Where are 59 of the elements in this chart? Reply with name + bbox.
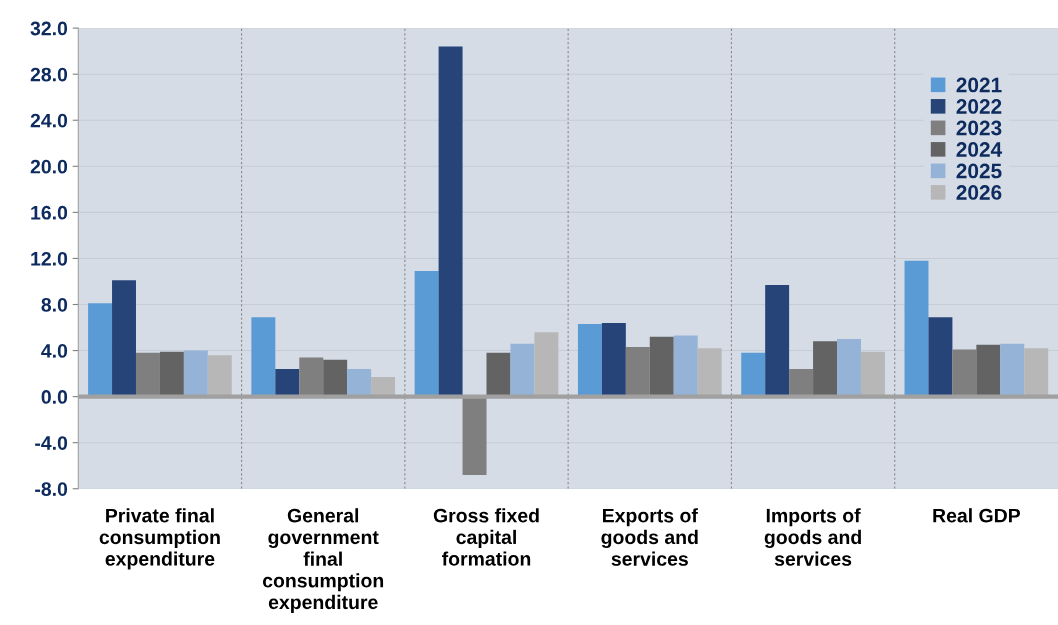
bar (625, 347, 650, 397)
legend-label: 2025 (956, 163, 1002, 179)
y-tick-label: 32.0 (30, 21, 68, 36)
bar (976, 344, 1001, 397)
x-tick-label: Private final consumption expenditure (99, 508, 220, 570)
bar (88, 303, 113, 397)
x-tick-label: General government final consumption expenditure (262, 508, 384, 613)
bar (813, 341, 838, 397)
legend-label: 2026 (956, 185, 1002, 200)
bar (299, 357, 324, 397)
bar (673, 335, 698, 397)
legend-label: 2024 (956, 142, 1003, 157)
bar (347, 368, 372, 397)
x-tick-label: Real GDP (933, 508, 1020, 523)
bar (183, 350, 208, 397)
y-tick-label: 28.0 (30, 67, 68, 82)
bar (789, 368, 814, 397)
bar (486, 352, 511, 397)
legend-label: 2022 (956, 99, 1002, 114)
y-tick-label: 20.0 (30, 159, 68, 174)
y-tick-label: 0.0 (41, 390, 68, 404)
bar (741, 352, 766, 397)
bar (928, 317, 953, 397)
bar (837, 339, 861, 397)
y-tick-label: 12.0 (31, 251, 68, 266)
y-tick-label: 4.0 (41, 344, 68, 358)
bar (534, 332, 559, 397)
x-tick-label: Imports of goods and services (764, 508, 861, 566)
bar (323, 359, 348, 397)
bar (510, 343, 535, 397)
bar (697, 348, 722, 397)
bar (462, 396, 487, 475)
y-tick-label: -8.0 (35, 482, 68, 496)
bar (275, 368, 300, 397)
x-tick-label: Exports of goods and services (601, 508, 698, 566)
y-tick-label: 8.0 (41, 297, 68, 312)
bar (860, 351, 885, 397)
bar (1024, 348, 1049, 397)
bar (135, 352, 160, 397)
legend-label: 2021 (956, 77, 1002, 93)
bar (601, 322, 626, 397)
bar (207, 355, 232, 397)
bar (1000, 343, 1025, 397)
bar (438, 46, 463, 397)
bar (414, 271, 439, 397)
y-tick-label: -4.0 (35, 436, 68, 450)
bar (371, 377, 396, 397)
bar (649, 336, 674, 397)
bar (159, 351, 184, 397)
x-tick-label: Gross fixed capital formation (433, 508, 539, 566)
bar (952, 349, 977, 397)
bar (112, 280, 136, 397)
bar (904, 260, 929, 397)
bar (577, 324, 602, 397)
y-tick-label: 16.0 (31, 205, 68, 220)
legend-label: 2023 (956, 120, 1002, 136)
bar (251, 317, 276, 397)
y-tick-label: 24.0 (30, 113, 68, 128)
bar (765, 284, 790, 397)
